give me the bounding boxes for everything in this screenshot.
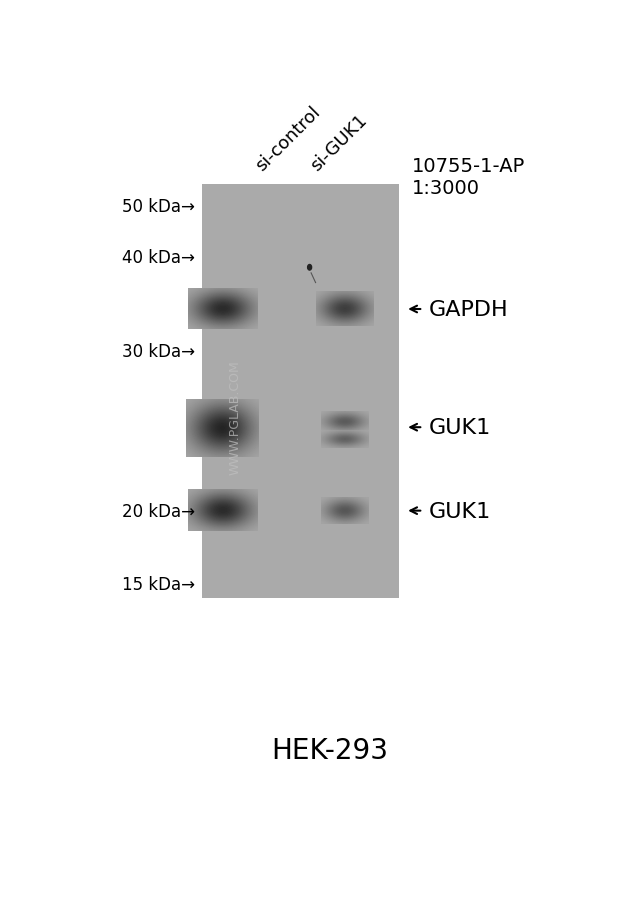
Bar xyxy=(203,185,399,598)
Text: 15 kDa→: 15 kDa→ xyxy=(122,575,195,593)
Text: 20 kDa→: 20 kDa→ xyxy=(122,502,195,520)
Circle shape xyxy=(307,265,312,271)
Text: GUK1: GUK1 xyxy=(430,418,491,437)
Text: 10755-1-AP
1:3000: 10755-1-AP 1:3000 xyxy=(412,157,525,198)
Text: GAPDH: GAPDH xyxy=(430,299,509,319)
Text: si-GUK1: si-GUK1 xyxy=(307,111,370,174)
Text: 40 kDa→: 40 kDa→ xyxy=(122,249,195,267)
Text: WWW.PGLAB.COM: WWW.PGLAB.COM xyxy=(228,360,241,474)
Text: si-control: si-control xyxy=(252,103,324,174)
Text: HEK-293: HEK-293 xyxy=(271,737,388,765)
Text: 30 kDa→: 30 kDa→ xyxy=(122,343,195,360)
Text: GUK1: GUK1 xyxy=(430,502,491,521)
Text: 50 kDa→: 50 kDa→ xyxy=(122,198,195,216)
